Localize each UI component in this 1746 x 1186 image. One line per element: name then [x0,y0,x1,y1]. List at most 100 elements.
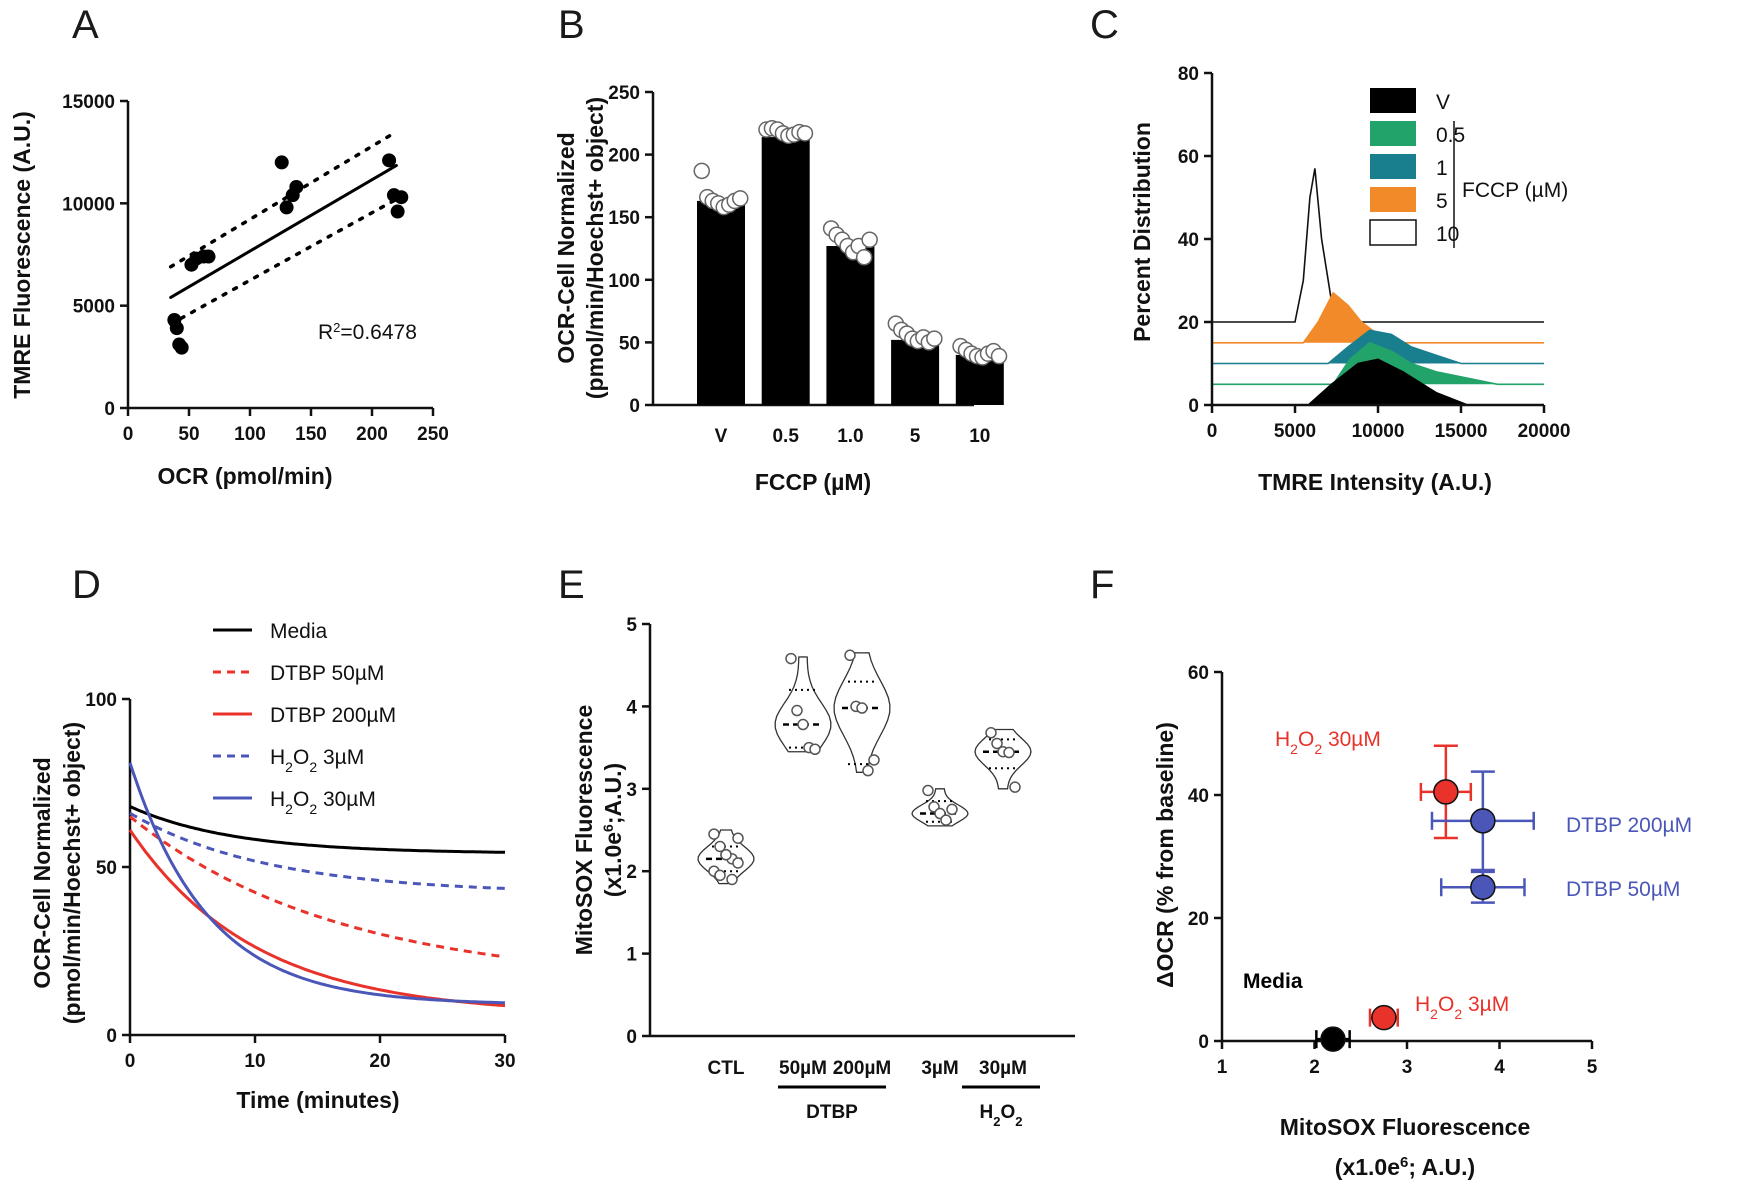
panel-a-point [274,155,289,170]
panel-b-bar [891,339,940,405]
panel-f-y-tick-label: 60 [1188,663,1209,684]
panel-c-legend-swatch [1370,88,1416,113]
h2o2-o: O [1000,1102,1015,1123]
label-o: O [1298,728,1314,751]
panel-e-dtbp-label: DTBP [806,1102,858,1123]
panel-a-x-tick-label: 100 [234,424,266,445]
r-squared-r: R [318,321,333,344]
panel-a-point [201,249,216,264]
panel-a-x-tick-label: 0 [123,424,134,445]
panel-letter-b: B [558,3,585,47]
panel-e-point [844,649,856,662]
h2o2-sub: 2 [993,1114,1000,1129]
panel-e-point [922,784,934,797]
label-sub: 2 [1430,1006,1438,1022]
panel-d-legend-label: Media [270,620,328,643]
panel-b-replicate-point [926,330,943,347]
panel-c-x-label: TMRE Intensity (A.U.) [1258,469,1492,495]
panel-b-x-tick-label: 5 [910,426,921,447]
panel-f-point-label: Media [1243,970,1303,993]
panel-b-x-tick-label: V [715,426,728,447]
panel-f-point [1433,779,1459,805]
panel-d-x-label: Time (minutes) [236,1087,399,1113]
xlabel-pre: (x1.0e [1335,1154,1400,1180]
legend-sub: 2 [285,801,293,817]
panel-c-outline-0.5 [1212,341,1544,386]
panel-b-replicate-point [693,162,710,180]
panel-d-series-line [129,811,506,890]
panel-c-x-tick-label: 10000 [1352,421,1405,442]
panel-c-legend-swatch [1370,121,1416,146]
panel-b-x-label: FCCP (µM) [755,469,871,495]
legend-sub: 2 [285,759,293,775]
panel-e-y-tick-label: 3 [626,780,637,801]
h2o2-h: H [980,1102,994,1123]
panel-a-x-tick-label: 200 [356,424,388,445]
panel-d-series-line [129,815,506,959]
panel-e-violin [774,656,832,753]
panel-c-outline-1 [1212,329,1544,365]
panel-b-replicate-point [990,347,1008,365]
panel-e-violin [974,728,1032,790]
label-sub: 2 [1290,741,1298,757]
panel-e-point [714,869,726,882]
panel-d-legend-label: DTBP 200µM [270,704,396,727]
panel-a-x-tick-label: 150 [295,424,327,445]
panel-a-point [382,153,397,168]
panel-e-point [862,764,874,777]
panel-e-point [868,754,880,766]
panel-b-y-tick-label: 50 [619,333,640,354]
panel-b-replicate-point [732,190,749,207]
panel-e-point [791,704,803,717]
panel-f-x-tick-label: 1 [1217,1057,1228,1078]
panel-c-legend-swatch [1370,154,1416,179]
panel-a-chart: 0 5000 10000 15000 0 50 100 150 200 250 OCR (pmol/… [9,92,449,489]
panel-a-y-tick-label: 10000 [62,194,115,215]
panel-a-point [279,200,294,215]
panel-e-h2o2-label: H2O2 [980,1102,1023,1129]
panel-a-point [390,204,405,219]
panel-b-bar [826,245,875,405]
panel-b-replicate-point [855,249,873,266]
panel-a-point [174,340,189,355]
panel-c-outline-V [1212,358,1544,406]
panel-a-y-tick-label: 0 [104,399,115,420]
panel-b-y-tick-label: 100 [608,271,640,292]
panel-f-point [1470,808,1496,834]
panel-f-point-label: DTBP 50µM [1566,878,1680,901]
panel-f-point [1371,1004,1397,1031]
panel-a-y-tick-label: 15000 [62,92,115,113]
label-h: H [1275,728,1290,751]
legend-tail: 3µM [317,746,364,769]
panel-f-y-tick-label: 40 [1188,786,1209,807]
panel-f-x-tick-label: 3 [1402,1057,1413,1078]
panel-c-y-tick-label: 20 [1178,313,1199,334]
panel-d-chart: 0 50 100 0 10 20 30 Time (minutes) OCR-Cell Norm… [29,620,516,1113]
ylabel-pre: (x1.0e [600,832,626,897]
legend-h: H [270,788,285,811]
panel-d-y-label-line1: OCR-Cell Normalized [29,757,55,988]
panel-a-x-tick-label: 50 [178,424,199,445]
label-o: O [1438,993,1454,1016]
panel-d-y-label-line2: (pmol/min/Hoechst+ object) [59,722,85,1024]
legend-o: O [293,788,309,811]
legend-sub: 2 [309,801,317,817]
panel-b-bar [697,200,745,405]
panel-c-legend-swatch [1370,187,1416,212]
panel-b-y-tick-label: 200 [608,146,640,167]
panel-e-x-tick-label: 50µM [779,1058,827,1079]
panel-f-y-tick-label: 20 [1188,909,1209,930]
panel-b-replicate-point [861,231,878,248]
panel-e-point [726,873,738,886]
panel-c-y-tick-label: 80 [1178,64,1199,85]
label-tail: 30µM [1322,728,1381,751]
panel-e-point [720,848,732,861]
panel-a-y-tick-label: 5000 [73,297,115,318]
panel-d-y-tick-label: 50 [96,858,117,879]
panel-a-x-tick-label: 250 [417,424,449,445]
label-tail: 3µM [1462,993,1509,1016]
panel-e-point [785,652,797,665]
panel-d-series-line [128,762,506,1005]
panel-a-ci-lower [168,197,399,326]
